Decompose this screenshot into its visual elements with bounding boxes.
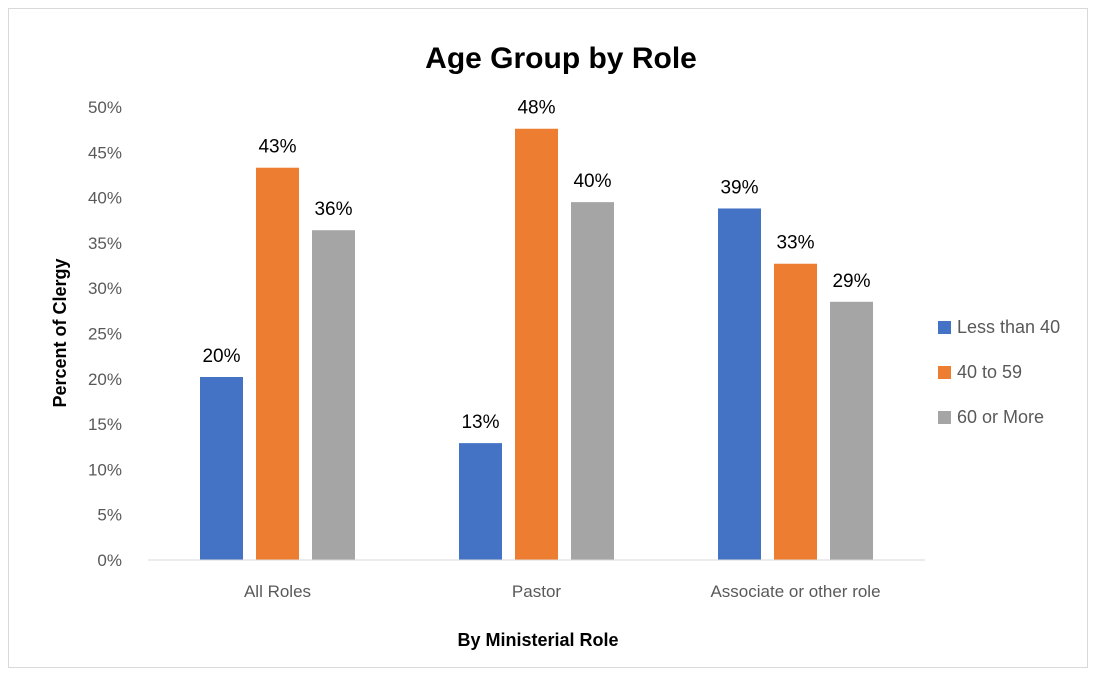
bar	[200, 376, 243, 560]
legend-label: 60 or More	[957, 407, 1044, 427]
legend-swatch	[938, 366, 951, 379]
bar	[718, 208, 761, 561]
y-tick-label: 35%	[88, 234, 122, 253]
legend-swatch	[938, 321, 951, 334]
x-axis-title: By Ministerial Role	[457, 630, 618, 650]
y-tick-label: 45%	[88, 143, 122, 162]
chart-title: Age Group by Role	[425, 42, 697, 75]
legend-swatch	[938, 411, 951, 424]
bar	[830, 301, 873, 560]
y-tick-label: 0%	[97, 551, 122, 570]
data-label: 39%	[720, 177, 758, 198]
y-tick-label: 30%	[88, 279, 122, 298]
y-tick-label: 25%	[88, 325, 122, 344]
data-label: 36%	[314, 199, 352, 220]
data-label: 20%	[202, 346, 240, 367]
bar	[774, 263, 817, 560]
data-label: 29%	[832, 271, 870, 292]
x-axis-ticks: All Roles Pastor Associate or other role	[244, 582, 881, 601]
y-tick-label: 15%	[88, 415, 122, 434]
legend-label: Less than 40	[957, 317, 1060, 337]
bar	[515, 128, 558, 560]
bars-group	[200, 128, 873, 561]
data-label: 33%	[776, 233, 814, 254]
y-tick-label: 5%	[97, 506, 122, 525]
y-axis-title: Percent of Clergy	[50, 258, 70, 407]
x-tick-label: Associate or other role	[710, 582, 880, 601]
legend-label: 40 to 59	[957, 362, 1022, 382]
y-tick-label: 20%	[88, 370, 122, 389]
data-label: 40%	[573, 171, 611, 192]
data-label: 13%	[461, 412, 499, 433]
x-tick-label: Pastor	[512, 582, 561, 601]
bar	[312, 230, 355, 560]
bar	[571, 202, 614, 560]
y-axis-ticks: 0% 5% 10% 15% 20% 25% 30% 35% 40% 45% 50%	[88, 98, 122, 570]
y-tick-label: 50%	[88, 98, 122, 117]
data-labels-group: 20% 43% 36% 13% 48% 40% 39% 33% 29%	[202, 98, 870, 433]
data-label: 48%	[517, 98, 555, 119]
x-tick-label: All Roles	[244, 582, 311, 601]
bar	[459, 443, 502, 560]
y-tick-label: 40%	[88, 189, 122, 208]
data-label: 43%	[258, 137, 296, 158]
y-tick-label: 10%	[88, 460, 122, 479]
legend: Less than 40 40 to 59 60 or More	[938, 317, 1060, 427]
bar	[256, 167, 299, 560]
